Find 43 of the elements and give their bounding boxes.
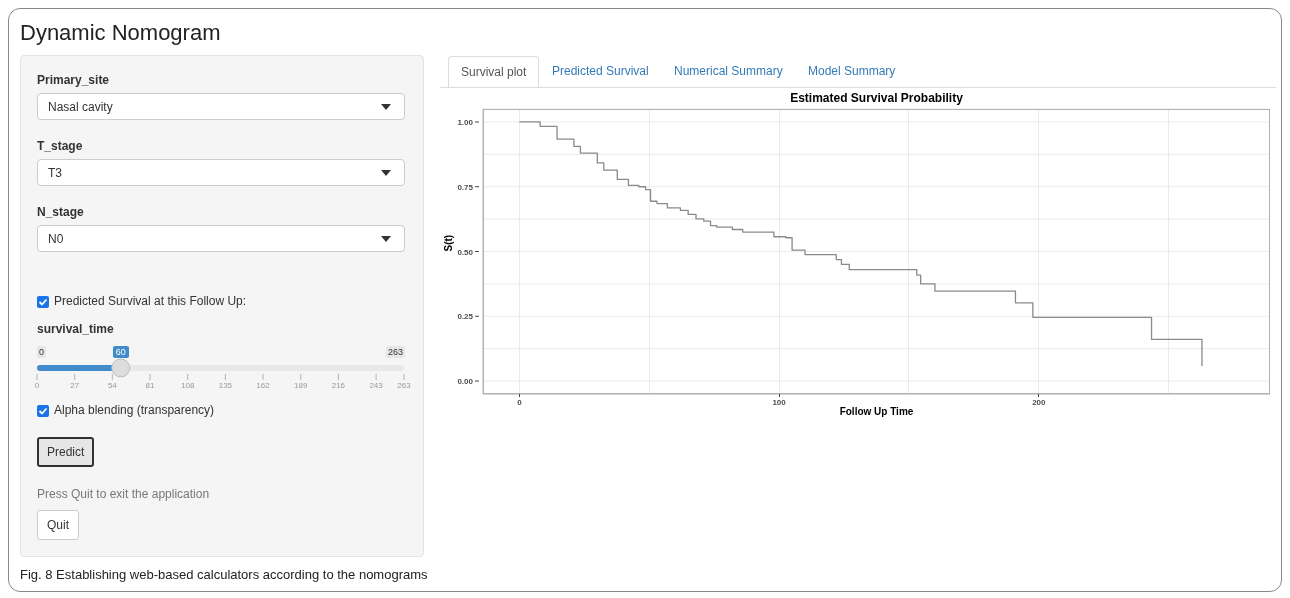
chart-title: Estimated Survival Probability [789, 91, 964, 105]
text: Predicted Survival at this Follow Up: [54, 294, 247, 308]
y-tick-label: 0.25 [457, 312, 474, 322]
x-tick-label: 200 [1031, 398, 1047, 407]
text: survival_time [37, 322, 114, 336]
x-tick-label: 0 [516, 398, 523, 407]
text: 0 [37, 346, 47, 358]
text: Press Quit to exit the application [37, 487, 210, 501]
text: T_stage [37, 139, 83, 153]
text: Predicted Survival [551, 63, 650, 80]
y-tick-label: 0.75 [457, 182, 474, 192]
text: 243 [368, 381, 384, 390]
text: T3 [48, 166, 63, 180]
caption: Fig. 8 Establishing web-based calculators according to the nomograms [20, 567, 428, 582]
x-tick-label: 100 [771, 398, 787, 407]
text: Alpha blending (transparency) [54, 403, 215, 417]
text: 189 [293, 381, 309, 390]
text: 263 [396, 381, 412, 390]
text: Primary_site [37, 73, 110, 87]
text: Nasal cavity [48, 100, 113, 114]
y-tick-label: 0.00 [457, 377, 474, 387]
y-axis-title: S(t) [442, 234, 454, 252]
y-tick-label: 0.50 [457, 247, 474, 257]
x-axis-title: Follow Up Time [838, 406, 915, 417]
text: N_stage [37, 205, 84, 219]
text: 0 [33, 381, 41, 390]
text: Predict [37, 437, 95, 467]
text: 60 [112, 346, 129, 358]
text: 162 [255, 381, 271, 390]
y-tick-label: 1.00 [457, 117, 474, 127]
text: 81 [144, 381, 156, 390]
text: Quit [37, 510, 80, 540]
text: Survival plot [448, 56, 540, 87]
text: Model Summary [807, 63, 897, 80]
text: 108 [180, 381, 196, 390]
text: N0 [48, 232, 64, 246]
text: 216 [330, 381, 347, 390]
text: Dynamic Nomogram [20, 20, 221, 46]
text: 135 [217, 381, 234, 390]
text: 27 [69, 381, 81, 390]
text: Numerical Summary [673, 63, 784, 80]
text: 263 [386, 346, 406, 358]
text: 54 [106, 381, 118, 390]
